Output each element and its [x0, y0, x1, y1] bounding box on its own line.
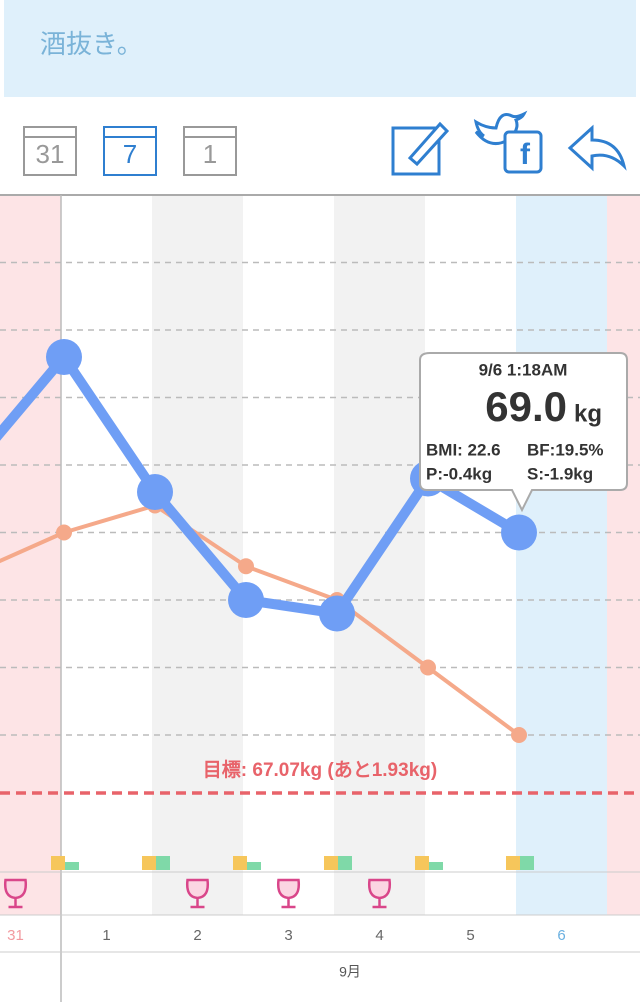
data-point: [137, 474, 173, 510]
icon-frame: [391, 126, 441, 176]
icon-frame: [23, 126, 77, 176]
data-point: [501, 514, 537, 551]
activity-square: [324, 856, 338, 870]
activity-square: [338, 856, 352, 870]
icon-label: 1: [203, 139, 217, 169]
data-point: [228, 582, 264, 618]
activity-square: [233, 856, 247, 870]
data-point: [238, 558, 254, 575]
calendar-icon[interactable]: 1: [183, 126, 237, 176]
month-label: 9月: [339, 964, 361, 980]
activity-square: [156, 856, 170, 870]
data-point: [319, 595, 355, 632]
chart: 目標: 67.07kg (あと1.93kg) 31 1 2 3 4 5 6 9月 9/6 1:18…: [0, 194, 640, 1002]
tooltip-time: 9/6 1:18AM: [479, 360, 568, 379]
activity-square: [506, 856, 520, 870]
day-column: [61, 195, 152, 915]
icon-frame: [183, 126, 237, 176]
memo-text: 酒抜き。: [40, 29, 143, 59]
activity-square: [247, 862, 261, 870]
drink-icon: [185, 878, 210, 909]
tooltip-value: 69.0: [485, 383, 567, 430]
day-label: 6: [557, 927, 565, 944]
activity-square: [51, 856, 65, 870]
tooltip-unit: kg: [574, 400, 602, 427]
icon-frame: [103, 126, 157, 176]
day-label: 1: [102, 927, 110, 944]
drink-icon: [3, 878, 28, 909]
edit-icon[interactable]: [391, 121, 450, 176]
activity-square: [65, 862, 79, 870]
data-point: [46, 339, 82, 375]
activity-square: [429, 862, 443, 870]
activity-square: [415, 856, 429, 870]
day-label: 5: [466, 927, 474, 944]
back-icon[interactable]: [567, 124, 627, 172]
activity-square: [142, 856, 156, 870]
tooltip-bmi: BMI: 22.6: [426, 440, 501, 459]
next-day-column: [607, 195, 640, 915]
day-column: [425, 195, 516, 915]
activity-square: [520, 856, 534, 870]
data-point: [56, 524, 72, 541]
calendar-icon[interactable]: 31: [23, 126, 77, 176]
icon-pen: [407, 121, 450, 167]
day-label: 4: [375, 927, 383, 944]
day-label: 2: [193, 927, 201, 944]
day-label: 31: [7, 927, 24, 944]
icon-label: 7: [123, 139, 137, 169]
day-column: [243, 195, 334, 915]
tooltip-s: S:-1.9kg: [527, 464, 593, 483]
day-label: 3: [284, 927, 292, 944]
icon-f: f: [520, 138, 531, 171]
tooltip-bf: BF:19.5%: [527, 440, 604, 459]
calendar-icon[interactable]: 7: [103, 126, 157, 176]
goal-label: 目標: 67.07kg (あと1.93kg): [203, 758, 437, 781]
memo-box: [4, 0, 636, 97]
drink-icon: [276, 878, 301, 909]
day-column: [516, 195, 607, 915]
share-social-icon[interactable]: f: [473, 110, 543, 174]
data-point: [511, 727, 527, 743]
icon-label: 31: [36, 139, 65, 169]
tooltip-box: [419, 352, 628, 513]
drink-icon: [367, 878, 392, 909]
tooltip-p: P:-0.4kg: [426, 464, 492, 483]
icon-fb: [503, 130, 543, 174]
data-point: [420, 659, 436, 676]
